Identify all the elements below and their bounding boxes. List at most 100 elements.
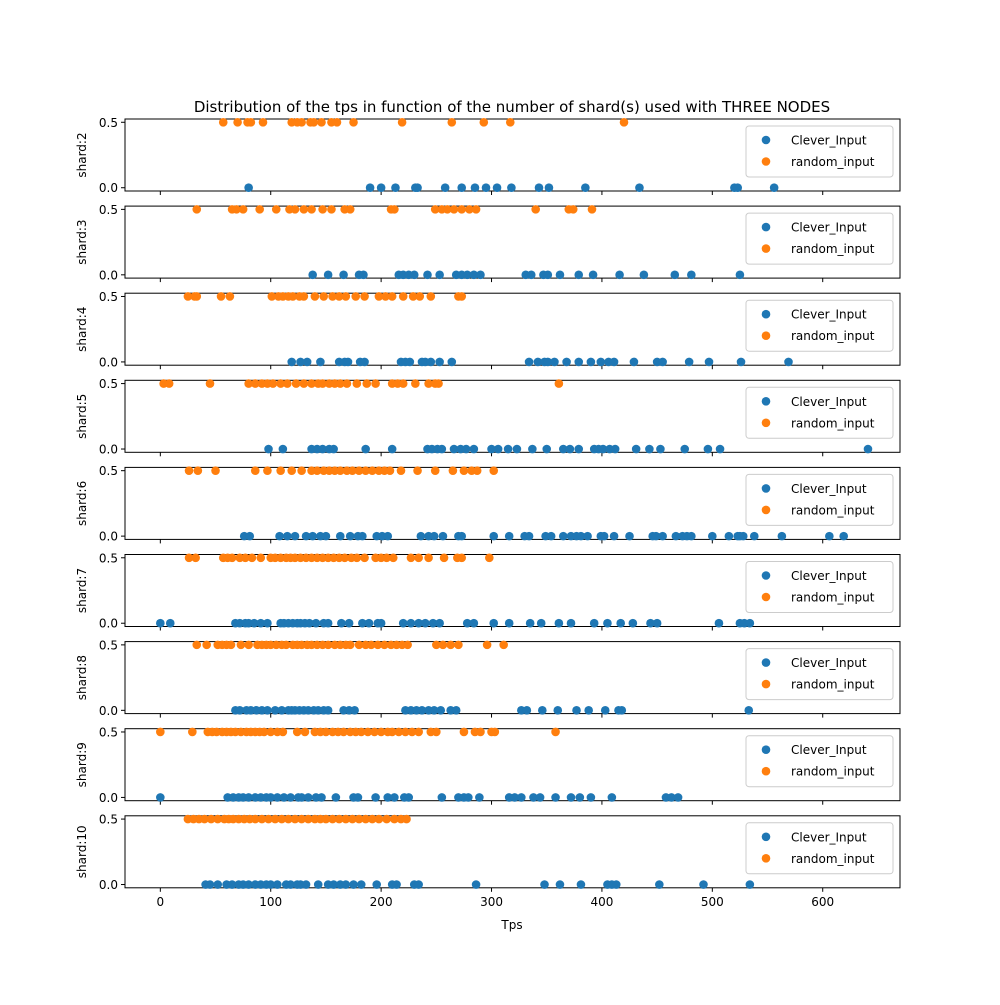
data-point [310, 292, 320, 301]
data-point [724, 531, 734, 541]
data-point [387, 444, 397, 454]
data-point [363, 727, 373, 737]
data-point [687, 531, 696, 541]
panel-shard-5: 0.0 0.5 shard:5 Clever_Input random_input [75, 377, 901, 457]
data-point [277, 814, 287, 824]
data-point [380, 640, 389, 650]
data-point [270, 706, 280, 715]
data-point [191, 553, 200, 563]
data-point [307, 205, 316, 214]
data-point [309, 117, 319, 127]
data-point [244, 640, 253, 650]
data-point [566, 618, 576, 628]
data-point [371, 379, 380, 388]
data-point [733, 183, 743, 193]
data-point [646, 618, 655, 628]
data-point [235, 706, 245, 715]
series-random_input [192, 205, 597, 214]
data-point [264, 444, 273, 454]
data-point [551, 793, 560, 802]
data-point [305, 618, 314, 628]
series-Clever_Input [156, 618, 755, 628]
data-point [321, 531, 331, 541]
y-tick-label: 0.5 [99, 116, 118, 130]
data-point [408, 292, 418, 301]
data-point [244, 793, 253, 802]
data-point [244, 880, 253, 889]
data-point [245, 531, 255, 541]
panel-shard-2: 0.0 0.5 shard:2 Clever_Input random_input [75, 116, 901, 195]
data-point [457, 553, 467, 563]
data-point [546, 531, 556, 541]
data-point [651, 531, 661, 541]
panel-frame [124, 554, 901, 627]
data-point [227, 880, 237, 889]
data-point [360, 292, 369, 301]
data-point [428, 618, 438, 628]
x-tick-label: 0 [157, 895, 165, 909]
data-point [387, 292, 397, 301]
data-point [457, 531, 467, 541]
data-point [526, 270, 536, 280]
y-tick-label: 0.0 [99, 791, 118, 805]
data-point [777, 531, 787, 541]
legend: Clever_Input random_input [745, 648, 894, 701]
data-point [629, 357, 639, 367]
data-point [337, 618, 346, 628]
data-point [504, 618, 514, 628]
y-tick-label: 0.0 [99, 878, 118, 892]
series-random_input [184, 466, 499, 475]
data-point [213, 880, 223, 889]
x-tick-label: 600 [811, 895, 834, 909]
panel-frame [124, 815, 901, 889]
data-point [652, 618, 662, 628]
x-tick-label: 200 [370, 895, 393, 909]
data-point [583, 531, 592, 541]
data-point [200, 814, 209, 824]
data-point [600, 706, 610, 715]
data-point [241, 553, 250, 563]
legend-marker [761, 135, 771, 145]
data-point [639, 270, 649, 280]
legend-label: Clever_Input [791, 308, 867, 322]
data-point [390, 793, 399, 802]
data-point [244, 379, 253, 388]
data-point [184, 553, 194, 563]
legend-label: random_input [791, 155, 875, 169]
data-point [784, 357, 793, 367]
data-point [423, 270, 432, 280]
data-point [536, 618, 546, 628]
data-point [476, 727, 485, 737]
data-point [457, 205, 467, 214]
data-point [300, 727, 310, 737]
data-point [284, 814, 293, 824]
data-point [394, 727, 404, 737]
data-point [301, 880, 311, 889]
y-tick-label: 0.5 [99, 551, 118, 565]
data-point [258, 117, 268, 127]
data-point [218, 117, 228, 127]
legend-label: Clever_Input [791, 482, 867, 496]
data-point [429, 706, 439, 715]
data-point [351, 292, 361, 301]
data-point [745, 880, 755, 889]
data-point [699, 880, 708, 889]
data-point [714, 618, 724, 628]
data-point [348, 814, 357, 824]
data-point [432, 727, 441, 737]
legend-marker [761, 592, 771, 602]
data-point [366, 640, 376, 650]
data-point [448, 466, 458, 475]
data-point [464, 793, 473, 802]
panel-shard-4: 0.0 0.5 shard:4 Clever_Input random_input [75, 290, 901, 369]
series-Clever_Input [244, 183, 779, 193]
data-point [420, 618, 430, 628]
data-point [286, 880, 295, 889]
data-point [596, 357, 606, 367]
data-point [424, 553, 433, 563]
data-point [273, 880, 282, 889]
data-point [397, 117, 407, 127]
data-point [349, 117, 358, 127]
data-point [359, 270, 368, 280]
data-point [599, 531, 609, 541]
